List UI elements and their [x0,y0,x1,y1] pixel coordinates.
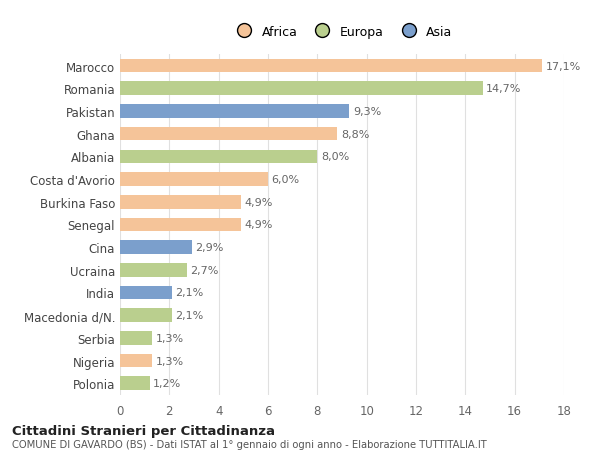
Text: 4,9%: 4,9% [245,220,273,230]
Bar [120,309,172,322]
Text: 1,2%: 1,2% [154,378,182,388]
Bar [120,286,172,300]
Text: 1,3%: 1,3% [156,333,184,343]
Text: 2,7%: 2,7% [190,265,218,275]
Text: COMUNE DI GAVARDO (BS) - Dati ISTAT al 1° gennaio di ogni anno - Elaborazione TU: COMUNE DI GAVARDO (BS) - Dati ISTAT al 1… [12,440,487,449]
Text: 2,1%: 2,1% [176,288,204,298]
Legend: Africa, Europa, Asia: Africa, Europa, Asia [227,21,458,44]
Text: 8,8%: 8,8% [341,129,369,140]
Bar [120,128,337,141]
Text: 14,7%: 14,7% [486,84,521,94]
Bar [120,218,241,232]
Bar [120,150,317,164]
Text: 1,3%: 1,3% [156,356,184,366]
Bar [120,331,152,345]
Text: 2,1%: 2,1% [176,310,204,320]
Text: 4,9%: 4,9% [245,197,273,207]
Bar [120,60,542,73]
Text: 9,3%: 9,3% [353,106,382,117]
Bar [120,354,152,368]
Bar [120,377,149,390]
Text: 17,1%: 17,1% [545,62,581,72]
Bar [120,241,191,254]
Bar [120,82,482,96]
Bar [120,105,349,118]
Text: 2,9%: 2,9% [195,242,224,252]
Text: 8,0%: 8,0% [321,152,349,162]
Bar [120,173,268,186]
Text: Cittadini Stranieri per Cittadinanza: Cittadini Stranieri per Cittadinanza [12,424,275,437]
Bar [120,196,241,209]
Text: 6,0%: 6,0% [272,174,300,185]
Bar [120,263,187,277]
